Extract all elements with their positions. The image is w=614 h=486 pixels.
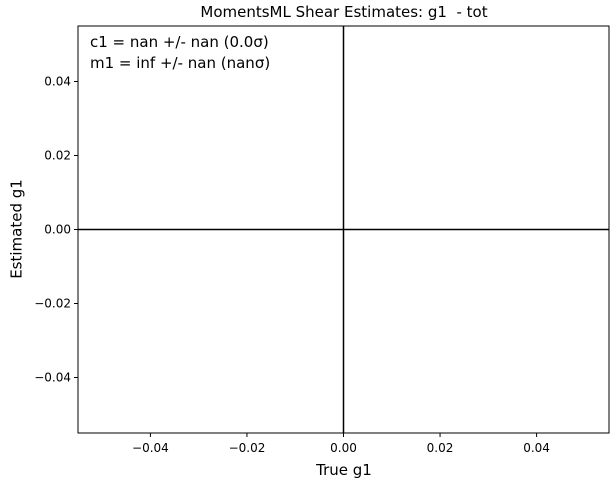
plot-frame	[77, 25, 610, 434]
chart-title: MomentsML Shear Estimates: g1 - tot	[200, 3, 487, 21]
y-tick-label: −0.02	[34, 297, 71, 311]
y-tick-label: −0.04	[34, 371, 71, 385]
y-tick-label: 0.04	[44, 75, 71, 89]
y-axis-label: Estimated g1	[8, 179, 26, 279]
x-tick-label: −0.04	[132, 441, 169, 455]
y-tick-label: 0.02	[44, 149, 71, 163]
annotation: c1 = nan +/- nan (0.0σ)	[90, 33, 269, 51]
x-axis-label: True g1	[315, 461, 372, 479]
x-tick-label: 0.00	[330, 441, 357, 455]
x-tick-label: 0.02	[427, 441, 454, 455]
annotation: m1 = inf +/- nan (nanσ)	[90, 54, 270, 72]
x-tick-label: −0.02	[229, 441, 266, 455]
x-tick-label: 0.04	[523, 441, 550, 455]
y-tick-label: 0.00	[44, 223, 71, 237]
